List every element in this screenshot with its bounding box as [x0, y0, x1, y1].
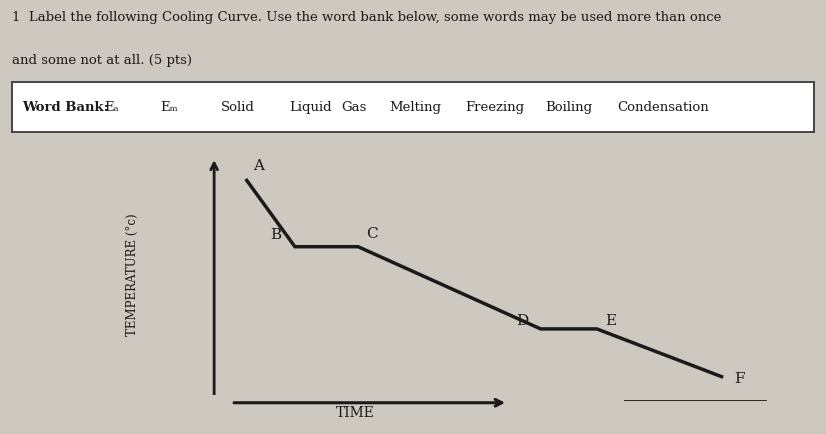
Text: Liquid: Liquid	[289, 101, 331, 114]
Text: Eₘ: Eₘ	[160, 101, 178, 114]
Text: Eₐ: Eₐ	[105, 101, 119, 114]
Text: Solid: Solid	[221, 101, 254, 114]
Text: A: A	[253, 159, 263, 173]
Text: Condensation: Condensation	[617, 101, 709, 114]
Text: Gas: Gas	[341, 101, 366, 114]
Text: E: E	[605, 314, 616, 328]
Text: TIME: TIME	[335, 406, 375, 420]
Text: and some not at all. (5 pts): and some not at all. (5 pts)	[12, 54, 192, 67]
Text: F: F	[733, 372, 744, 386]
Text: Freezing: Freezing	[465, 101, 525, 114]
Text: Boiling: Boiling	[545, 101, 592, 114]
Text: B: B	[270, 228, 282, 242]
Text: TEMPERATURE (°c): TEMPERATURE (°c)	[126, 213, 139, 336]
Text: Word Bank:: Word Bank:	[22, 101, 109, 114]
Text: 1  Label the following Cooling Curve. Use the word bank below, some words may be: 1 Label the following Cooling Curve. Use…	[12, 11, 722, 24]
Text: C: C	[367, 227, 378, 241]
Text: D: D	[516, 314, 529, 328]
Text: Melting: Melting	[389, 101, 441, 114]
